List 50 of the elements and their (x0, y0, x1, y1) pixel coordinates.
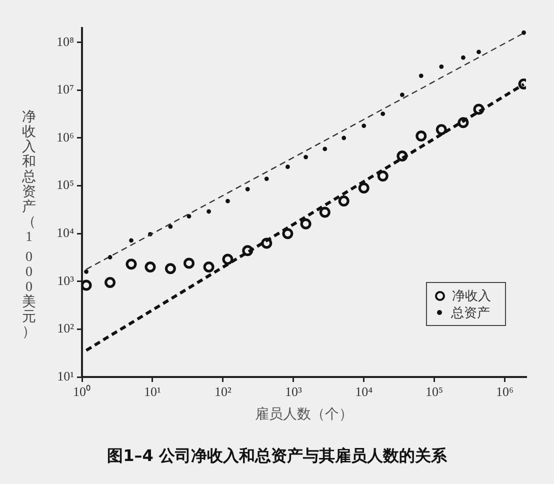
point (168, 224, 173, 229)
x-tick-label: 10⁰ (73, 384, 91, 400)
point (358, 182, 370, 194)
point (126, 258, 137, 270)
y-tick-label: 10⁸ (56, 34, 74, 49)
text: 净收入和总资产（1 000美元） (22, 110, 36, 340)
point (322, 146, 328, 152)
legend-label: 净收入 (452, 286, 491, 304)
point (186, 214, 192, 219)
y-tick-label: 10¹ (57, 368, 74, 384)
point (319, 206, 330, 218)
text: 图1–4 公司净收入和总资产与其雇员人数的关系 (106, 446, 448, 467)
y-tick-label: 10⁷ (56, 82, 74, 97)
point (304, 154, 308, 160)
x-tick-label: 10¹ (144, 384, 162, 400)
point (184, 258, 194, 269)
point (226, 198, 230, 204)
point (377, 170, 388, 182)
point (436, 124, 447, 136)
x-tick-label: 10⁴ (355, 384, 374, 400)
y-tick-label: 10⁴ (56, 225, 74, 240)
point (129, 238, 134, 243)
point (203, 262, 214, 273)
point (164, 263, 176, 274)
point (206, 209, 211, 214)
x-tick-label: 10³ (284, 384, 302, 400)
point (264, 176, 269, 182)
point (416, 130, 427, 142)
y-tick-label: 10⁵ (56, 177, 74, 192)
x-tick-label: 10⁶ (496, 384, 514, 400)
point (380, 112, 386, 116)
x-tick-label: 10⁵ (426, 384, 444, 400)
y-tick-label: 10⁶ (56, 129, 74, 144)
point (400, 92, 404, 98)
x-axis-title: 雇员人数（个） (255, 406, 353, 422)
y-tick-label: 10² (57, 320, 74, 336)
point (285, 164, 290, 169)
point (300, 218, 312, 230)
point (222, 254, 234, 265)
point (342, 136, 346, 140)
y-tick-label: 10³ (57, 272, 74, 288)
point (418, 74, 424, 78)
point (362, 124, 366, 128)
point (144, 262, 156, 273)
x-tick-label: 10² (214, 384, 232, 400)
point (439, 64, 444, 69)
point (476, 50, 481, 54)
legend-label: 总资产 (451, 304, 490, 322)
point (338, 196, 350, 207)
point (245, 186, 250, 192)
